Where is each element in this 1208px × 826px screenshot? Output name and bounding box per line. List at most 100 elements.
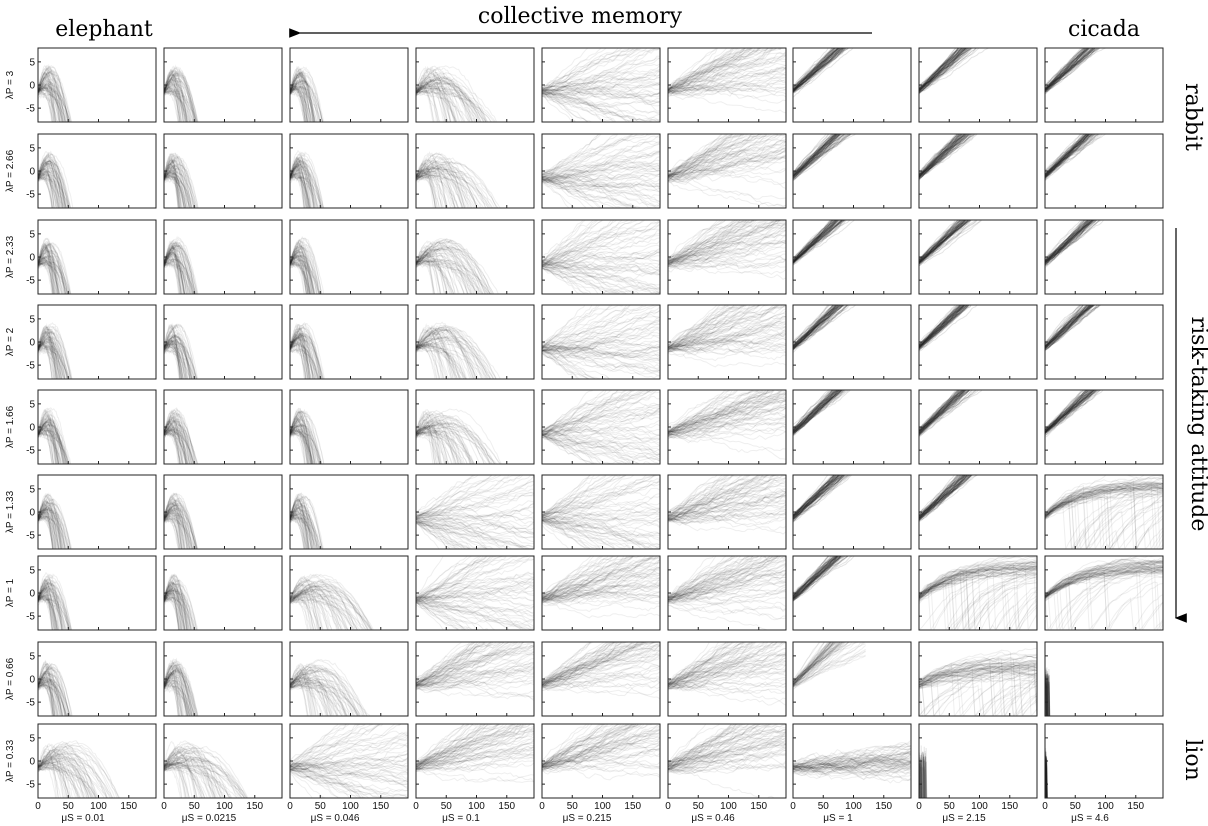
y-tick-label: 5 xyxy=(29,229,35,240)
trajectories xyxy=(1045,39,1118,94)
trajectories xyxy=(164,237,200,303)
label-rabbit: rabbit xyxy=(1180,83,1205,151)
row-label: λP = 2 xyxy=(5,327,16,356)
trajectories xyxy=(542,633,660,699)
panel-r2-c7 xyxy=(793,125,911,208)
y-tick-label: -5 xyxy=(26,104,35,115)
panel-r2-c8 xyxy=(919,125,1037,208)
panel-r1-c7 xyxy=(793,39,911,122)
panel-r8-c3 xyxy=(290,642,408,725)
panel-r3-c5 xyxy=(542,211,660,303)
panel-frame xyxy=(919,220,1037,294)
trajectories xyxy=(38,573,74,640)
panel-frame xyxy=(919,134,1037,208)
panel-r4-c4 xyxy=(416,305,534,388)
panel-r5-c3 xyxy=(290,390,408,473)
panel-r7-c3 xyxy=(290,556,408,639)
panel-frame xyxy=(793,390,911,464)
trajectories xyxy=(1045,211,1118,268)
panel-r8-c2 xyxy=(164,642,282,725)
panel-r2-c6 xyxy=(668,125,786,208)
trajectory-line xyxy=(542,688,660,696)
panel-r7-c9 xyxy=(1045,554,1163,630)
trajectory-line xyxy=(1045,39,1118,94)
trajectories xyxy=(793,125,866,181)
panel-r6-c5 xyxy=(542,466,660,559)
panel-r5-c8 xyxy=(919,381,1037,464)
y-tick-label: -5 xyxy=(26,698,35,709)
panel-r7-c7 xyxy=(793,547,911,630)
panel-r2-c5 xyxy=(542,125,660,218)
panel-frame xyxy=(1045,134,1163,208)
y-tick-label: 5 xyxy=(29,399,35,410)
panel-r3-c3 xyxy=(290,220,408,303)
trajectories xyxy=(793,211,866,266)
trajectories xyxy=(668,381,786,459)
panel-r1-c3 xyxy=(290,48,408,131)
panel-frame xyxy=(919,305,1037,379)
trajectory-line xyxy=(919,125,992,179)
panel-r8-c4 xyxy=(416,633,534,716)
panel-frame xyxy=(919,475,1037,549)
panel-r5-c6 xyxy=(668,381,786,464)
y-tick-label: 0 xyxy=(29,423,35,434)
panel-r4-c7 xyxy=(793,296,911,379)
trajectory-line xyxy=(793,547,866,601)
trajectories xyxy=(542,547,660,618)
panel-r2-c9 xyxy=(1045,125,1163,208)
panel-frame xyxy=(1045,390,1163,464)
trajectories xyxy=(919,39,992,95)
trajectories xyxy=(793,466,866,523)
trajectories xyxy=(164,659,200,725)
label-cicada: cicada xyxy=(1068,17,1140,42)
y-tick-label: 0 xyxy=(29,589,35,600)
panel-r6-c9 xyxy=(1045,472,1163,549)
trajectory-line xyxy=(1045,296,1118,349)
trajectories xyxy=(668,125,786,207)
panel-r2-c4 xyxy=(416,134,534,217)
panel-r4-c5 xyxy=(542,296,660,389)
panel-r7-c4 xyxy=(416,547,534,640)
trajectories xyxy=(793,296,866,353)
panel-r6-c1: 50-5 xyxy=(26,475,156,558)
panel-r6-c7 xyxy=(793,466,911,549)
panel-r3-c1: 50-5 xyxy=(26,220,156,303)
trajectory-line xyxy=(793,211,866,263)
trajectory-line xyxy=(793,381,866,435)
y-tick-label: 5 xyxy=(29,314,35,325)
row-label: λP = 1.66 xyxy=(5,405,16,448)
trajectories xyxy=(1045,296,1118,351)
trajectories xyxy=(668,466,786,534)
panel-r1-c5 xyxy=(542,39,660,132)
trajectories xyxy=(290,323,326,388)
label-elephant: elephant xyxy=(55,17,153,42)
panel-r6-c3 xyxy=(290,475,408,558)
panel-r6-c6 xyxy=(668,466,786,549)
panel-r4-c6 xyxy=(668,296,786,379)
y-tick-label: -5 xyxy=(26,612,35,623)
panel-r4-c1: 50-5 xyxy=(26,305,156,388)
panel-r4-c3 xyxy=(290,305,408,388)
trajectory-line xyxy=(1045,569,1163,630)
row-label: λP = 2.33 xyxy=(5,235,16,278)
panel-r1-c4 xyxy=(416,48,534,131)
y-tick-label: 0 xyxy=(29,675,35,686)
label-collective-memory: collective memory xyxy=(478,4,683,29)
panel-r2-c2 xyxy=(164,134,282,217)
panel-frame xyxy=(1045,220,1163,294)
trajectories xyxy=(668,39,786,113)
panel-frame xyxy=(793,48,911,122)
trajectories xyxy=(542,211,660,303)
trajectories xyxy=(542,296,660,389)
trajectories xyxy=(1045,472,1163,549)
y-tick-label: 5 xyxy=(29,143,35,154)
panel-r2-c1: 50-5 xyxy=(26,134,156,217)
panel-r3-c4 xyxy=(416,220,534,303)
y-tick-label: -5 xyxy=(26,531,35,542)
panel-r5-c4 xyxy=(416,390,534,473)
trajectories xyxy=(542,125,660,218)
trajectories xyxy=(290,151,326,218)
y-tick-label: 0 xyxy=(29,81,35,92)
